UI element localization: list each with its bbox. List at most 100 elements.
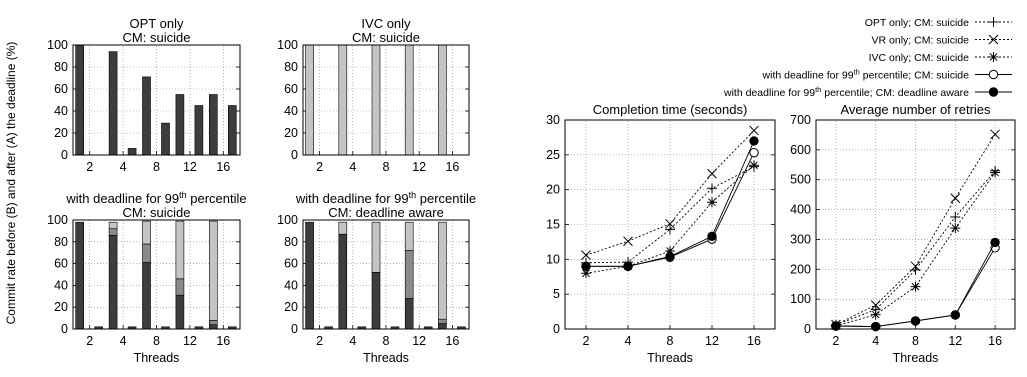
marker-star [950,223,961,234]
marker-plus [707,183,717,194]
y-tick-label: 200 [790,262,811,276]
bar-segment [404,250,414,299]
x-tick-label: 16 [747,334,761,348]
bar-segment [108,221,118,230]
x-tick-label: 8 [383,160,390,174]
x-tick-label: 8 [153,160,160,174]
y-tick-label: 0 [291,148,298,162]
y-tick-label: 30 [546,113,560,127]
x-tick-label: 2 [86,160,93,174]
x-tick-label: 16 [445,160,459,174]
x-tick-label: 4 [120,160,127,174]
y-tick-label: 15 [546,218,560,232]
marker-circle-filled [990,237,1000,248]
plot-frame [815,119,1016,330]
bar-segment [209,319,218,325]
y-tick-label: 400 [790,203,811,217]
y-tick-label: 20 [54,126,68,140]
y-tick-label: 40 [284,278,298,292]
y-tick-label: 0 [804,322,811,336]
x-tick-label: 4 [625,334,632,348]
marker-plus [665,224,675,235]
bar-segment [438,323,447,330]
marker-cross [870,300,881,310]
legend-entry-label: OPT only; CM: suicide [865,17,969,29]
marker-cross [988,34,999,45]
bar [142,76,151,156]
y-tick-label: 100 [277,38,298,52]
bar [108,51,118,156]
y-tick-label: 60 [54,82,68,96]
marker-circle-open [749,148,759,158]
marker-cross [950,193,961,204]
x-tick-label: 12 [705,334,719,348]
chart-title-line2: CM: suicide [123,30,191,45]
x-tick-label: 2 [86,334,93,348]
bar [371,44,381,156]
y-tick-label: 20 [54,300,68,314]
bar-segment [338,221,348,235]
y-tick-label: 40 [54,104,68,118]
x-tick-label: 12 [948,334,962,348]
y-tick-label: 300 [790,232,811,246]
y-tick-label: 25 [546,148,560,162]
x-tick-label: 8 [153,334,160,348]
x-tick-label: 8 [912,334,919,348]
y-tick-label: 80 [54,235,68,249]
x-tick-label: 2 [316,160,323,174]
chart-title-line1: IVC only [361,16,411,31]
y-tick-label: 100 [47,213,68,227]
chart-completion-time: 0 5 10 15 20 25 30 2 4 8 12 16 Threads Completion tim… [546,102,776,365]
bar-segment [438,221,447,320]
chart-avg-retries: 0 100 200 300 400 500 600 700 2 4 8 12 16 Threads Aver… [790,102,1016,365]
bar-segment [338,233,348,330]
bar-segment [404,298,414,330]
marker-circle-filled [950,310,960,320]
x-tick-label: 8 [667,334,674,348]
y-tick-label: 80 [284,60,298,74]
x-axis-label: Threads [893,351,939,365]
marker-cross [749,125,759,136]
marker-circle-filled [988,87,999,97]
bar-segment [305,221,314,330]
y-tick-label: 500 [790,173,811,187]
bar [75,44,84,156]
y-tick-label: 0 [553,322,560,336]
bar-segment [142,262,151,330]
chart-title-line2: CM: suicide [123,205,191,220]
marker-plus [950,212,961,223]
chart-deadline-suicide: 0 20 40 60 80 100 2 4 8 12 16 Threads with deadline … [47,190,246,365]
bar [228,105,237,156]
series-line [835,172,996,327]
marker-circle-filled [831,321,841,331]
bar [305,44,314,156]
bar [175,94,185,156]
marker-cross [707,168,717,179]
bar [438,44,447,156]
y-tick-label: 5 [553,287,560,301]
bar-segment [438,318,447,324]
series-line [585,166,755,264]
bar-segment [209,324,218,330]
legend: OPT only; CM: suicide VR only; CM: suicid… [723,17,1012,99]
legend-entry-label: with deadline for 99th percentile; CM: d… [723,85,969,99]
legend-entry-label: with deadline for 99th percentile; CM: s… [762,68,970,82]
plot-frame [72,219,241,330]
bar-segment [371,221,381,273]
y-tick-label: 80 [54,60,68,74]
legend-entry-label: VR only; CM: suicide [872,35,970,47]
marker-cross [581,250,591,261]
marker-star [749,160,759,171]
bar-segment [142,220,151,245]
series-line [585,164,755,274]
bar-segment [404,221,414,251]
bar-segment [175,294,185,330]
x-axis-label: Threads [134,351,180,365]
plot-frame [302,219,470,330]
x-tick-label: 4 [349,334,356,348]
y-tick-label: 20 [284,300,298,314]
bar [161,122,170,156]
y-tick-label: 10 [546,252,560,266]
